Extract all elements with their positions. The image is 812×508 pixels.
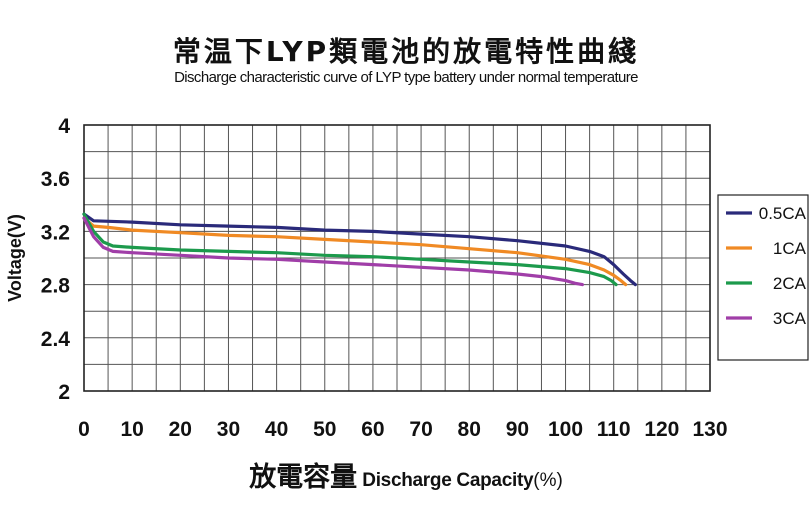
y-tick-label: 3.2 bbox=[41, 221, 70, 244]
legend-label: 1CA bbox=[773, 239, 807, 258]
y-tick-label: 4 bbox=[58, 115, 70, 138]
series-line bbox=[82, 216, 584, 287]
x-tick-label: 60 bbox=[361, 418, 384, 441]
x-tick-label: 0 bbox=[78, 418, 90, 441]
series-line bbox=[82, 216, 628, 287]
y-tick-label: 2.4 bbox=[41, 328, 71, 351]
legend-label: 2CA bbox=[773, 274, 807, 293]
x-tick-label: 50 bbox=[313, 418, 336, 441]
x-tick-label: 70 bbox=[409, 418, 432, 441]
x-tick-label: 110 bbox=[597, 418, 631, 441]
chart-title: 常温下LYP類電池的放電特性曲綫 bbox=[172, 35, 640, 68]
x-axis-unit: (%) bbox=[533, 470, 563, 491]
x-tick-label: 20 bbox=[169, 418, 192, 441]
y-tick-label: 2 bbox=[58, 381, 70, 404]
x-tick-label: 40 bbox=[265, 418, 288, 441]
x-tick-label: 30 bbox=[217, 418, 240, 441]
chart-subtitle: Discharge characteristic curve of LYP ty… bbox=[174, 69, 638, 86]
x-tick-label: 10 bbox=[120, 418, 143, 441]
legend-box bbox=[717, 194, 809, 361]
y-tick-label: 2.8 bbox=[41, 275, 71, 298]
y-axis-label: Voltage(V) bbox=[5, 214, 25, 302]
x-tick-label: 130 bbox=[692, 418, 727, 441]
x-axis-label-en: Discharge Capacity bbox=[362, 470, 534, 491]
legend-label: 3CA bbox=[773, 309, 807, 328]
x-tick-label: 90 bbox=[506, 418, 529, 441]
x-axis-label-cn: 放電容量 bbox=[249, 462, 358, 493]
legend-label: 0.5CA bbox=[759, 204, 807, 223]
series-line bbox=[82, 212, 637, 287]
x-tick-label: 120 bbox=[644, 418, 679, 441]
plot-frame bbox=[83, 124, 711, 392]
x-axis-label: 放電容量 Discharge Capacity(%) bbox=[0, 455, 812, 494]
x-tick-label: 100 bbox=[548, 418, 583, 441]
series-line bbox=[82, 212, 618, 287]
y-tick-label: 3.6 bbox=[41, 168, 70, 191]
x-tick-label: 80 bbox=[458, 418, 481, 441]
